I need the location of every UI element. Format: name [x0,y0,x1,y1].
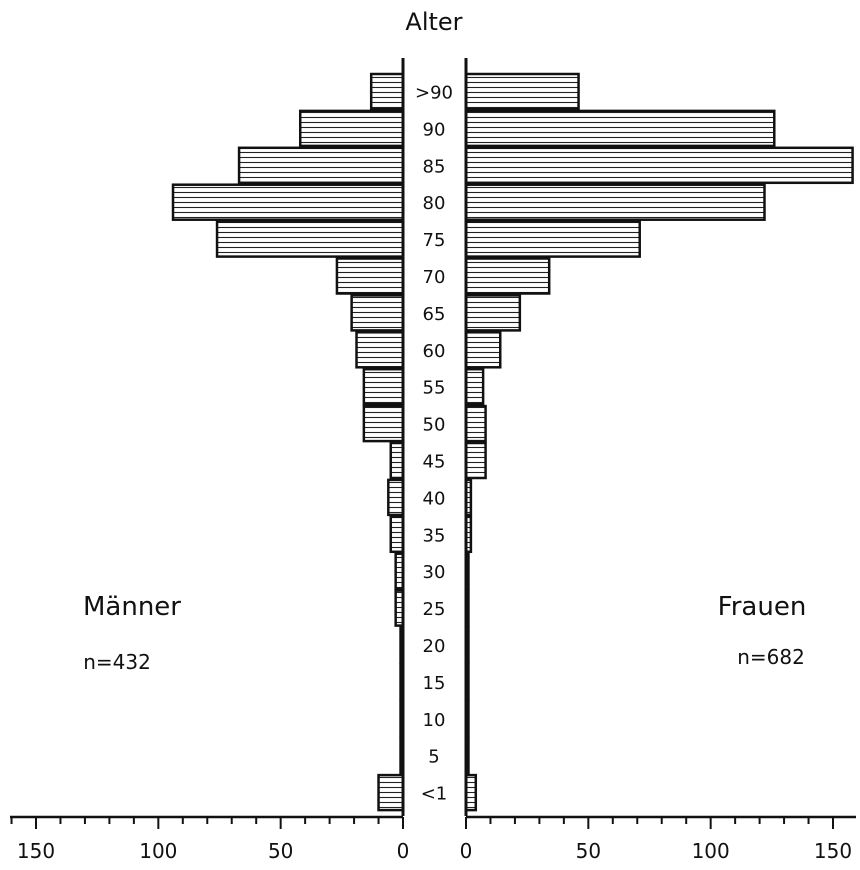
male-bar [355,331,405,369]
female-bar [464,146,854,185]
male-bar [387,478,405,517]
male-tick-label: 0 [397,839,410,863]
age-label: 55 [423,378,446,399]
age-label: 30 [423,562,446,583]
age-label: 10 [423,710,446,731]
female-bar [464,257,551,295]
male-axis-ticks: 0 50 100 150 [10,817,410,863]
age-label: 35 [423,525,446,546]
female-bar [464,72,580,111]
female-bars [464,72,854,812]
age-label: 80 [423,193,446,214]
age-labels: >90 90 85 80 75 70 65 60 55 50 45 40 35 30 25 20 15 10 5 <1 [415,83,453,805]
female-bar [464,220,641,258]
age-label: 70 [423,267,446,288]
male-tick-label: 50 [268,839,293,863]
age-label: 40 [423,488,446,509]
female-bar [464,331,502,369]
female-tick-label: 50 [576,839,601,863]
female-bar [464,109,776,148]
male-series-label: Männer [83,592,181,622]
age-label: 15 [423,673,446,694]
female-axis-ticks: 0 50 100 150 [460,817,852,863]
age-label: 25 [423,599,446,620]
male-bar [237,146,405,185]
female-tick-label: 150 [814,839,852,863]
age-label: 90 [423,119,446,140]
male-bar [369,72,405,111]
male-tick-label: 100 [139,839,177,863]
male-bar [298,109,405,148]
female-bar [464,441,487,480]
male-bar [215,220,405,258]
male-count-label: n=432 [83,650,151,674]
age-label: 65 [423,304,446,325]
male-bar [389,441,405,480]
male-bar [362,367,405,406]
age-label: 45 [423,452,446,473]
age-label: 60 [423,341,446,362]
age-label: 5 [428,747,439,768]
female-count-label: n=682 [737,645,805,669]
male-tick-label: 150 [17,839,55,863]
male-bar [171,183,405,221]
male-bar [350,294,405,332]
age-label: 20 [423,636,446,657]
female-bar [464,294,522,332]
female-bar [464,367,485,406]
age-label: >90 [415,83,453,104]
age-label: <1 [421,784,448,805]
male-bar [389,515,405,554]
male-bar [362,404,405,443]
male-bars [171,72,405,812]
chart-title: Alter [405,8,462,36]
age-label: 85 [423,156,446,177]
female-bar [464,183,766,221]
male-bar [377,773,405,812]
age-label: 75 [423,230,446,251]
female-tick-label: 100 [692,839,730,863]
age-label: 50 [423,415,446,436]
male-bar [335,257,405,295]
female-bar [464,404,487,443]
female-series-label: Frauen [718,592,807,622]
female-tick-label: 0 [460,839,473,863]
